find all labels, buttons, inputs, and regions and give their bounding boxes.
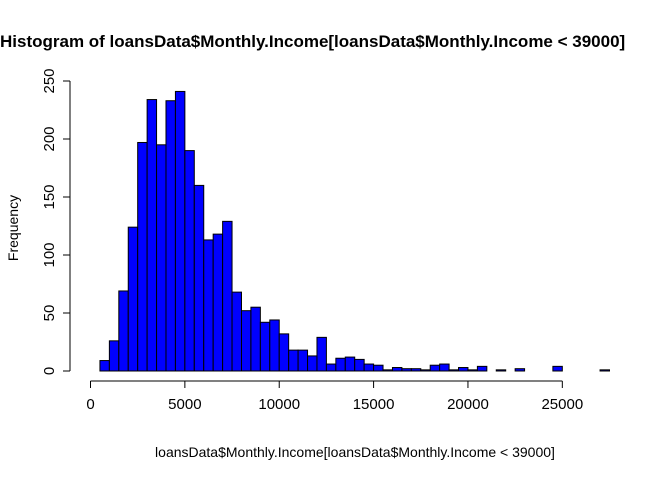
histogram-bar	[108, 340, 120, 372]
histogram-bar	[476, 365, 488, 372]
histogram-bar	[288, 349, 299, 372]
x-axis: 0 5000 10000 15000 20000 25000	[86, 380, 583, 413]
histogram-bar	[222, 220, 233, 372]
histogram-bar	[137, 141, 148, 372]
histogram-bar	[495, 369, 507, 372]
bars-group	[99, 90, 610, 372]
histogram-bar	[146, 99, 158, 372]
histogram-bar	[259, 321, 271, 372]
chart-title: Histogram of loansData$Monthly.Income[lo…	[0, 32, 625, 51]
histogram-bar	[193, 184, 205, 372]
y-tick-label: 200	[41, 126, 58, 151]
histogram-bar	[231, 291, 242, 372]
histogram-bar	[184, 150, 195, 372]
y-axis: 0 50 100 150 200 250	[41, 68, 71, 375]
x-tick-label: 25000	[541, 396, 583, 413]
histogram-bar	[599, 369, 610, 372]
y-tick-label: 250	[41, 68, 58, 93]
histogram-bar	[297, 349, 309, 372]
histogram-bar	[335, 357, 346, 372]
histogram-bar	[307, 355, 318, 372]
histogram-bar	[278, 333, 290, 372]
histogram-bar	[240, 310, 252, 372]
histogram-bar	[127, 226, 139, 372]
histogram-bar	[382, 369, 393, 372]
histogram-bar	[373, 364, 384, 372]
histogram-bar	[250, 306, 261, 372]
x-tick-label: 0	[86, 396, 94, 413]
histogram-bar	[420, 369, 431, 372]
histogram-bar	[439, 363, 450, 372]
histogram-bar	[325, 363, 337, 372]
histogram-bar	[514, 368, 526, 372]
histogram-bar	[363, 363, 375, 372]
histogram-bar	[212, 233, 224, 372]
y-tick-label: 100	[41, 242, 58, 267]
x-axis-label: loansData$Monthly.Income[loansData$Month…	[155, 444, 555, 460]
histogram-bar	[99, 360, 110, 372]
histogram-bar	[391, 367, 403, 372]
histogram-bar	[410, 368, 422, 372]
histogram-bar	[552, 365, 563, 372]
histogram-bar	[203, 239, 214, 372]
x-tick-label: 20000	[447, 396, 489, 413]
histogram-bar	[344, 356, 356, 372]
histogram-bar	[118, 290, 129, 372]
histogram-bar	[467, 369, 478, 372]
histogram-bar	[458, 367, 469, 372]
histogram-bar	[165, 100, 176, 372]
x-tick-label: 5000	[168, 396, 201, 413]
x-tick-label: 15000	[353, 396, 395, 413]
histogram-bar	[316, 336, 327, 372]
y-tick-label: 50	[41, 305, 58, 322]
x-tick-label: 10000	[258, 396, 300, 413]
histogram-bar	[401, 368, 412, 372]
histogram-bar	[156, 144, 167, 372]
histogram-bar	[448, 369, 460, 372]
y-tick-label: 150	[41, 184, 58, 209]
histogram-bar	[354, 358, 365, 372]
y-axis-label: Frequency	[5, 195, 21, 261]
histogram-bar	[174, 90, 186, 372]
histogram-bar	[429, 364, 441, 372]
y-tick-label: 0	[41, 367, 58, 375]
histogram-bar	[269, 319, 280, 372]
